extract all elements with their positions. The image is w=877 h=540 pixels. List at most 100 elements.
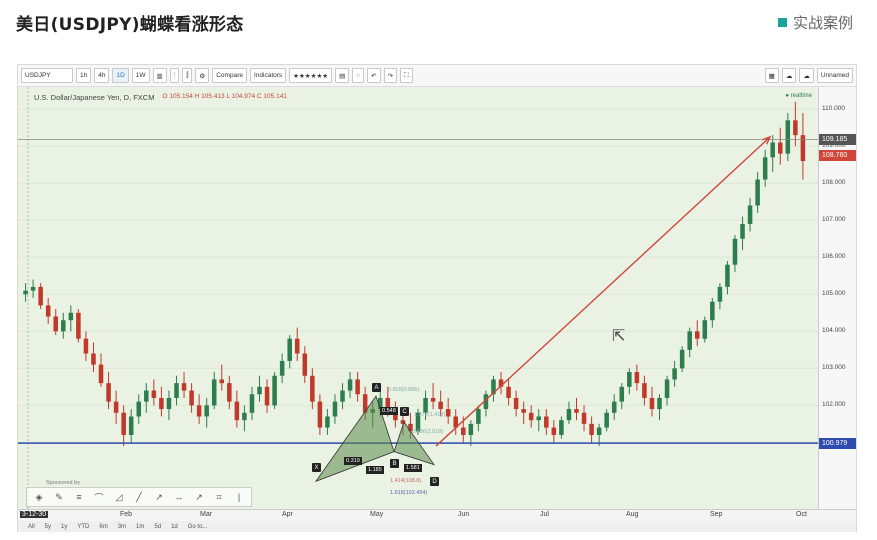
- candle-body: [400, 420, 406, 424]
- text-cursor-icon[interactable]: |: [237, 492, 241, 502]
- interval-1w-button[interactable]: 1W: [131, 68, 150, 83]
- interval-1h-button[interactable]: 1h: [76, 68, 92, 83]
- brush-icon[interactable]: ✎: [55, 491, 63, 502]
- range-5y[interactable]: 5y: [44, 523, 52, 530]
- crop-icon[interactable]: ⌗: [216, 491, 222, 502]
- drawing-toolbar: ◈ ✎ ≡ ⌒ ◿ ╱ ↗ ↔ ↗ ⌗ |: [26, 487, 252, 507]
- eraser-icon[interactable]: ◈: [35, 491, 43, 502]
- fullscreen-icon[interactable]: ⛶: [400, 68, 413, 83]
- ohlc-readout: O 105.154 H 105.413 L 104.974 C 105.141: [162, 93, 287, 100]
- cloud-icon[interactable]: ☁: [781, 68, 797, 83]
- candle-body: [76, 312, 81, 339]
- range-1y[interactable]: 1y: [61, 523, 68, 530]
- candle-body: [144, 390, 149, 402]
- range-3m[interactable]: 3m: [117, 523, 127, 530]
- candle-body: [619, 386, 625, 402]
- ratio-bd: 1.185: [366, 466, 384, 474]
- candle-body: [219, 379, 225, 384]
- price-tick: 106.000: [822, 253, 846, 261]
- candle-body: [325, 416, 330, 428]
- favorites-stars-icon[interactable]: ★★★★★★: [289, 68, 333, 83]
- candle-body: [491, 379, 496, 395]
- candle-body: [649, 397, 655, 410]
- candle-body: [445, 409, 451, 417]
- layout-icon[interactable]: ▦: [764, 68, 779, 83]
- horizontal-ray-icon[interactable]: ↔: [174, 492, 184, 502]
- candle-body: [800, 135, 806, 162]
- candle-body: [747, 205, 753, 224]
- candle-body: [551, 427, 557, 435]
- time-tick: Jul: [540, 511, 549, 518]
- template-icon[interactable]: ▤: [335, 68, 350, 83]
- candle-body: [257, 386, 262, 395]
- candle-body: [423, 397, 428, 413]
- layout-name-button[interactable]: Unnamed: [816, 68, 853, 83]
- goto-button[interactable]: Go to...: [187, 523, 208, 530]
- time-tick: Mar: [200, 511, 213, 518]
- bar-style-icon[interactable]: ⫶: [169, 68, 180, 83]
- candle-body: [83, 338, 89, 354]
- candle-body: [544, 416, 549, 428]
- interval-1d-button[interactable]: 1D: [112, 68, 129, 83]
- time-tick: Jun: [458, 511, 470, 518]
- candle-body: [657, 397, 662, 410]
- range-1m[interactable]: 1m: [136, 523, 145, 530]
- ray-icon[interactable]: ↗: [155, 491, 163, 502]
- symbol-search-input[interactable]: USDJPY: [21, 68, 73, 83]
- candle-body: [725, 264, 730, 287]
- range-all[interactable]: All: [28, 523, 35, 530]
- indicators-button[interactable]: Indicators: [249, 68, 287, 83]
- candle-body: [521, 409, 526, 413]
- candle-body: [227, 383, 232, 402]
- candle-body: [589, 423, 594, 435]
- cloud-save-icon[interactable]: ☁: [799, 68, 814, 83]
- candle-body: [461, 427, 466, 435]
- arc-icon[interactable]: ⌒: [94, 492, 104, 503]
- chart-toolbar: USDJPY 1h 4h 1D 1W ▥ ⫶ ⫿ ⚙ Compare Indic…: [18, 65, 856, 87]
- pattern-icon[interactable]: ◿: [115, 491, 123, 502]
- settings-gear-icon[interactable]: ⚙: [195, 68, 210, 83]
- candle-body: [672, 368, 677, 380]
- time-axis[interactable]: 3-12-30 Feb Mar Apr May Jun Jul Aug Sep Oct: [18, 509, 856, 521]
- candle-body: [476, 409, 481, 424]
- chart-plot-area[interactable]: U.S. Dollar/Japanese Yen, D, FXCM O 105.…: [18, 87, 818, 509]
- candle-body: [204, 405, 209, 417]
- hlines-icon[interactable]: ≡: [76, 492, 82, 502]
- arrow-icon[interactable]: ↗: [195, 491, 203, 502]
- candle-body: [785, 120, 791, 154]
- price-tick: 102.000: [822, 401, 846, 409]
- ratio-xd: 1.581: [404, 464, 422, 472]
- candle-body: [506, 386, 511, 398]
- redo-icon[interactable]: ↷: [383, 68, 398, 83]
- range-ytd[interactable]: YTD: [77, 523, 90, 530]
- range-5d[interactable]: 5d: [154, 523, 162, 530]
- price-label-upper: 109.185: [819, 134, 856, 146]
- fib-label-c: 0.886(2.618): [412, 429, 444, 435]
- price-tick: 105.000: [822, 290, 846, 298]
- candle-body: [702, 320, 708, 339]
- candle-body: [438, 401, 443, 410]
- candles-icon[interactable]: ⫿: [182, 68, 193, 83]
- candle-body: [30, 286, 36, 291]
- interval-4h-button[interactable]: 4h: [94, 68, 110, 83]
- undo-icon[interactable]: ↶: [367, 68, 381, 83]
- candle-body: [121, 412, 126, 435]
- instrument-title: U.S. Dollar/Japanese Yen, D, FXCM: [34, 93, 155, 102]
- chart-type-icon[interactable]: ▥: [152, 68, 167, 83]
- price-axis[interactable]: 110.000 109.000 108.000 107.000 106.000 105.0…: [818, 87, 856, 509]
- alert-bulb-icon[interactable]: ◌: [352, 68, 365, 83]
- target-arrow-line[interactable]: [435, 136, 771, 447]
- candle-body: [378, 397, 383, 410]
- candle-body: [385, 397, 391, 410]
- pattern-point-a: A: [372, 383, 381, 392]
- candle-body: [159, 397, 164, 410]
- candle-body: [61, 320, 66, 332]
- range-1d[interactable]: 1d: [171, 523, 178, 530]
- candle-body: [536, 416, 542, 421]
- price-tick: 103.000: [822, 364, 846, 372]
- range-6m[interactable]: 6m: [99, 523, 108, 530]
- compare-button[interactable]: Compare: [212, 68, 247, 83]
- trendline-icon[interactable]: ╱: [136, 491, 142, 502]
- chart-legend: U.S. Dollar/Japanese Yen, D, FXCM O 105.…: [34, 93, 287, 102]
- brand-square-icon: [777, 18, 787, 27]
